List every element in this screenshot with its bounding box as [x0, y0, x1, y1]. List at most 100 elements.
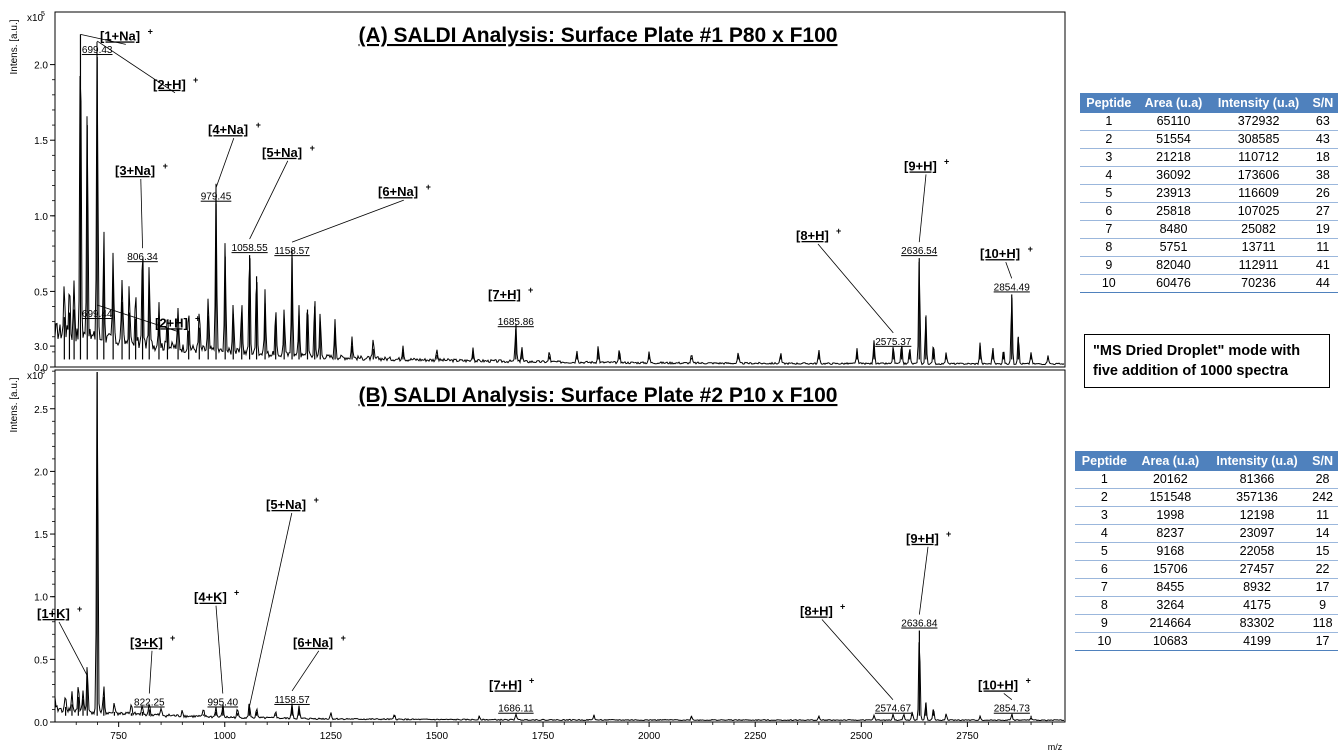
table-cell: 5: [1075, 542, 1134, 561]
peak-ion-label: [10+H]: [978, 677, 1018, 692]
table-cell: 82040: [1137, 256, 1210, 275]
column-header: Area (u.a): [1133, 451, 1207, 471]
peak-mass-label: 2854.73: [994, 704, 1031, 715]
table-cell: 17: [1307, 578, 1338, 597]
table-cell: 1998: [1133, 506, 1207, 525]
peak-ion-charge: +: [836, 226, 841, 236]
table-cell: 70236: [1209, 274, 1308, 293]
table-header-row: Peptide Area (u.a) Intensity (u.a) S/N: [1080, 93, 1338, 113]
peak-ion-label: [1+Na]: [100, 28, 140, 43]
table-cell: 7: [1075, 578, 1134, 597]
table-cell: 4: [1075, 524, 1134, 543]
y-tick-label: 1.0: [34, 212, 48, 223]
leader-line: [291, 650, 320, 692]
table-cell: 5: [1080, 184, 1138, 203]
peak-ion-label: [2+H]: [153, 77, 186, 92]
table-row: 4 8237 23097 14: [1075, 524, 1338, 543]
x-tick-label: 1750: [532, 731, 555, 742]
table-cell: 6: [1080, 202, 1138, 221]
table-cell: 81366: [1206, 471, 1308, 489]
table-cell: 51554: [1137, 130, 1210, 149]
peak-mass-label: 995.40: [207, 697, 238, 708]
column-header: S/N: [1307, 93, 1338, 113]
x-tick-label: 750: [110, 731, 127, 742]
x-tick-label: 2250: [744, 731, 767, 742]
peak-mass-label: 1158.57: [274, 695, 310, 706]
table-cell: 8932: [1206, 578, 1308, 597]
table-cell: 8: [1075, 596, 1134, 615]
chart-title: (A) SALDI Analysis: Surface Plate #1 P80…: [359, 24, 838, 47]
peak-ion-charge: +: [529, 675, 534, 685]
table-cell: 9: [1307, 596, 1338, 615]
table-cell: 43: [1307, 130, 1338, 149]
x-axis-label: m/z: [1048, 742, 1063, 752]
table-cell: 15706: [1133, 560, 1207, 579]
chart-title: (B) SALDI Analysis: Surface Plate #2 P10…: [359, 384, 838, 407]
leader-line: [215, 138, 235, 188]
table-cell: 372932: [1209, 113, 1308, 131]
column-header: S/N: [1307, 451, 1338, 471]
leader-line: [80, 33, 126, 45]
spectrum-trace: [54, 41, 1065, 366]
table-cell: 63: [1307, 113, 1338, 131]
peak-ion-charge: +: [946, 529, 951, 539]
table-row: 4 36092 173606 38: [1080, 166, 1338, 185]
table-cell: 5751: [1137, 238, 1210, 257]
y-tick-label: 0.5: [34, 655, 48, 666]
table-cell: 10683: [1133, 632, 1207, 651]
table-cell: 14: [1307, 524, 1338, 543]
table-cell: 11: [1307, 506, 1338, 525]
peak-mass-label: 1058.55: [232, 243, 269, 254]
table-cell: 110712: [1209, 148, 1308, 167]
table-cell: 36092: [1137, 166, 1210, 185]
peak-mass-label: 2574.67: [875, 704, 912, 715]
y-tick-label: 1.5: [34, 136, 48, 147]
table-row: 8 3264 4175 9: [1075, 596, 1338, 615]
x-tick-label: 1000: [214, 731, 237, 742]
table-row: 5 23913 116609 26: [1080, 184, 1338, 203]
peak-ion-label: [9+H]: [904, 158, 937, 173]
leader-line: [1003, 693, 1013, 701]
peak-ion-label: [8+H]: [800, 603, 833, 618]
peak-ion-label: [8+H]: [796, 228, 829, 243]
peak-ion-label: [10+H]: [980, 246, 1020, 261]
column-header: Intensity (u.a): [1206, 451, 1308, 471]
y-axis-label: Intens. [a.u.]: [9, 19, 20, 74]
peak-ion-charge: +: [234, 588, 239, 598]
column-header: Peptide: [1075, 451, 1134, 471]
peak-mass-label: 979.45: [201, 192, 232, 203]
table-row: 7 8455 8932 17: [1075, 578, 1338, 597]
peak-ion-charge: +: [310, 143, 315, 153]
x-tick-label: 2750: [956, 731, 979, 742]
table-cell: 357136: [1206, 488, 1308, 507]
y-axis-label: Intens. [a.u.]: [9, 377, 20, 432]
table-cell: 23913: [1137, 184, 1210, 203]
y-tick-label: 0.0: [34, 363, 48, 374]
peak-ion-label: [2+H]: [155, 315, 188, 330]
table-cell: 3: [1075, 506, 1134, 525]
peak-mass-label: 699.44: [82, 309, 113, 320]
peak-ion-charge: +: [163, 161, 168, 171]
table-row: 10 10683 4199 17: [1075, 632, 1338, 651]
table-cell: 38: [1307, 166, 1338, 185]
peak-ion-charge: +: [170, 633, 175, 643]
peak-mass-label: 1685.86: [498, 317, 535, 328]
y-tick-label: 2.5: [34, 405, 48, 416]
plot-frame: [54, 11, 1066, 368]
leader-line: [97, 304, 178, 332]
table-cell: 7: [1080, 220, 1138, 239]
table-cell: 8455: [1133, 578, 1207, 597]
table-cell: 18: [1307, 148, 1338, 167]
leader-line: [918, 174, 927, 243]
peak-ion-charge: +: [944, 156, 949, 166]
table-cell: 44: [1307, 274, 1338, 293]
table-cell: 41: [1307, 256, 1338, 275]
table-cell: 19: [1307, 220, 1338, 239]
table-cell: 308585: [1209, 130, 1308, 149]
table-row: 1 20162 81366 28: [1075, 471, 1338, 489]
table-cell: 118: [1307, 614, 1338, 633]
peak-mass-label: 699.43: [82, 45, 113, 56]
table-cell: 27457: [1206, 560, 1308, 579]
peak-ion-charge: +: [426, 182, 431, 192]
column-header: Area (u.a): [1137, 93, 1210, 113]
